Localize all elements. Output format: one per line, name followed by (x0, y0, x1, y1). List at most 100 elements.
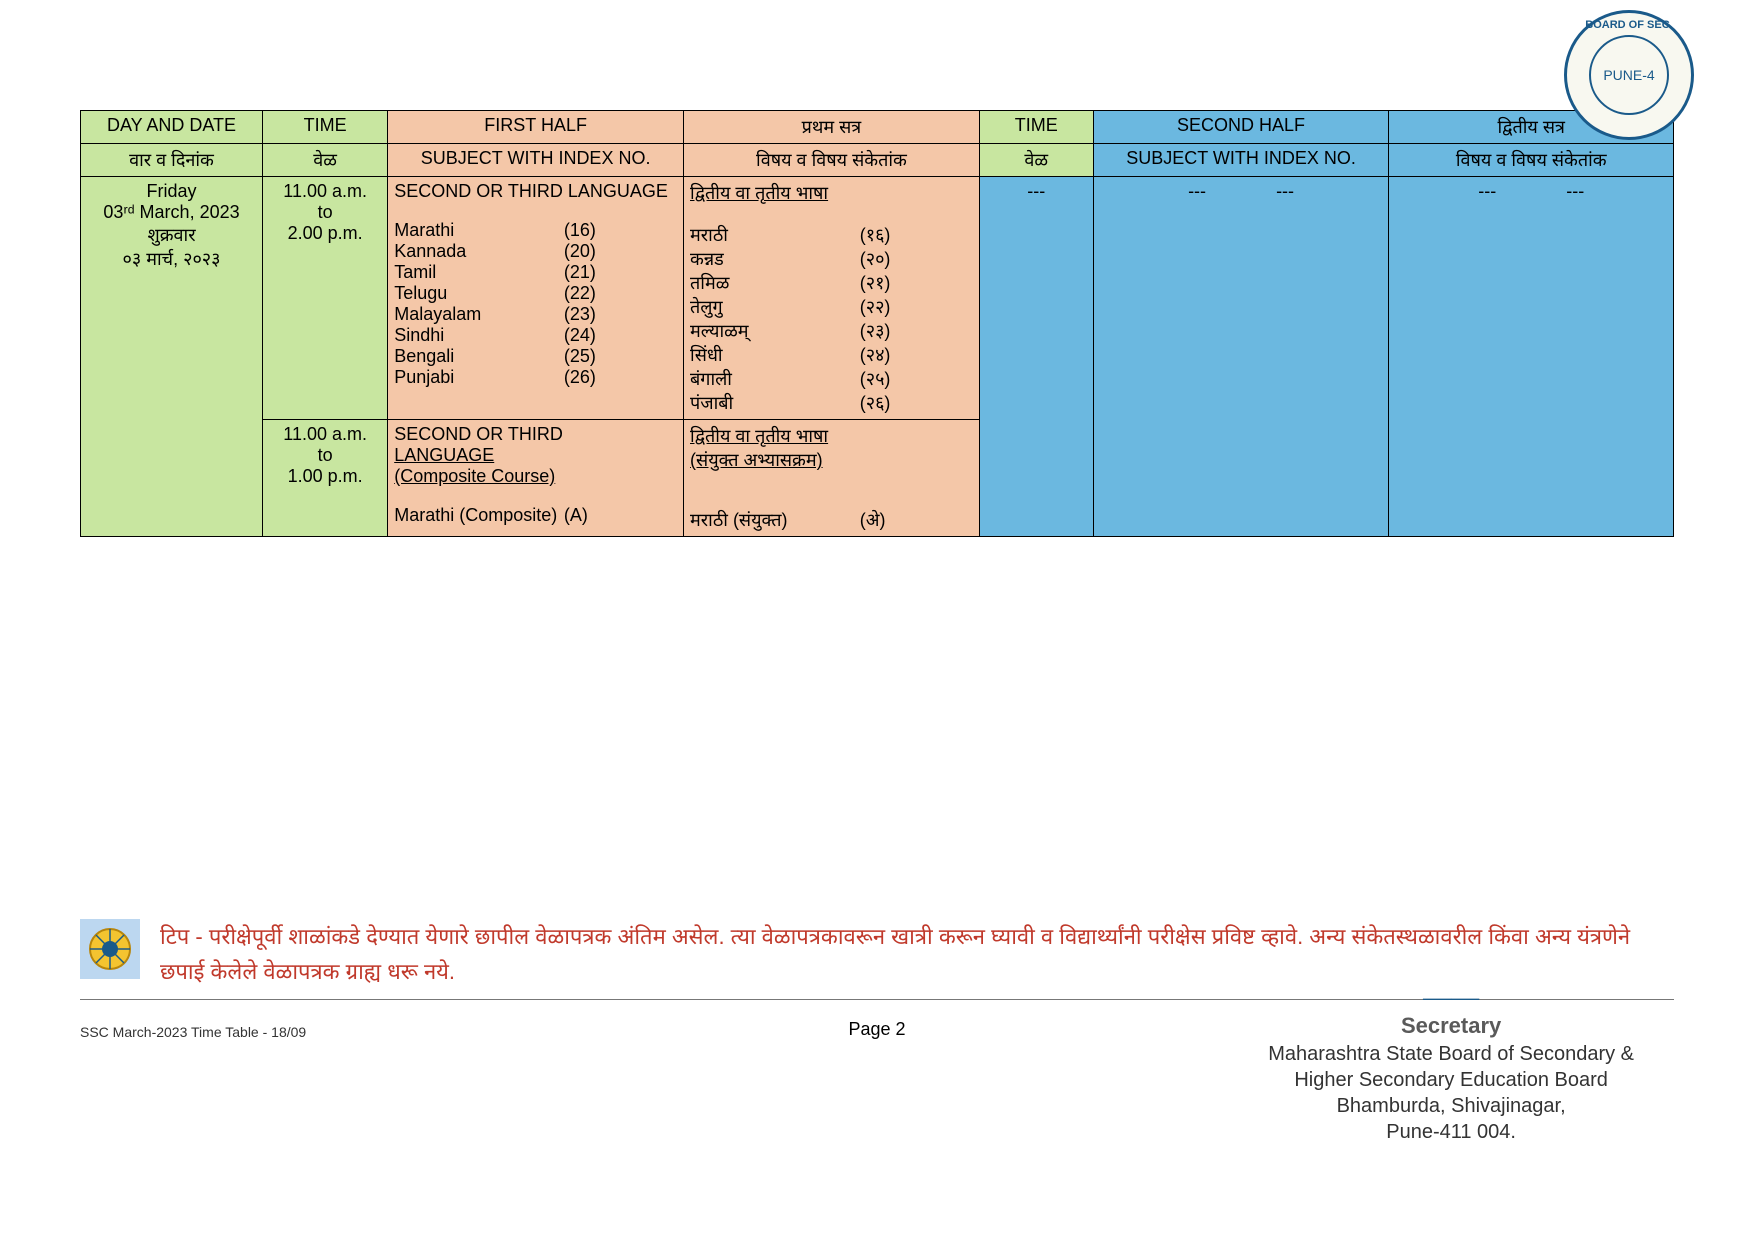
cell-second-half-mr: --- --- (1389, 177, 1674, 537)
subject-name: मराठी (690, 223, 860, 247)
footer-page-number: Page 2 (848, 1019, 905, 1040)
signature-line4: Pune-411 004. (1268, 1119, 1634, 1145)
cell-first-half-en-slot2: SECOND OR THIRD LANGUAGE (Composite Cour… (388, 420, 684, 537)
date-mr: ०३ मार्च, २०२३ (87, 247, 256, 271)
subject-row: Punjabi(26) (394, 367, 677, 388)
subject-index: (A) (564, 505, 677, 526)
exam-timetable: DAY AND DATE TIME FIRST HALF प्रथम सत्र … (80, 110, 1674, 537)
subject-row: मराठी(१६) (690, 223, 973, 247)
cell-first-half-mr-slot2: द्वितीय वा तृतीय भाषा (संयुक्त अभ्यासक्र… (684, 420, 980, 537)
subject-name: मराठी (संयुक्त) (690, 508, 860, 532)
subject-index: (20) (564, 241, 677, 262)
footer-left: SSC March-2023 Time Table - 18/09 (80, 1024, 306, 1040)
hdr-first-half-en: FIRST HALF (388, 111, 684, 144)
hdr-subject-idx-en-2: SUBJECT WITH INDEX NO. (1093, 144, 1389, 177)
subject-name: पंजाबी (690, 391, 860, 415)
subject-row: Tamil(21) (394, 262, 677, 283)
table-header-row-1: DAY AND DATE TIME FIRST HALF प्रथम सत्र … (81, 111, 1674, 144)
subject-name: Tamil (394, 262, 564, 283)
emblem-icon (80, 919, 140, 979)
subject-name: Sindhi (394, 325, 564, 346)
subject-row: बंगाली(२५) (690, 367, 973, 391)
sh-dash-2: --- (1276, 181, 1294, 201)
stamp-outer-text: BOARD OF SEC. (1585, 19, 1672, 31)
hdr-second-half-en: SECOND HALF (1093, 111, 1389, 144)
hdr-time-en-2: TIME (979, 111, 1093, 144)
cell-time-slot2: 11.00 a.m. to 1.00 p.m. (263, 420, 388, 537)
subject-name: सिंधी (690, 343, 860, 367)
slot2-title-mr-1: द्वितीय वा तृतीय भाषा (690, 424, 973, 448)
hdr-subject-idx-en-1: SUBJECT WITH INDEX NO. (388, 144, 684, 177)
subject-name: Malayalam (394, 304, 564, 325)
signature-block: —— Secretary Maharashtra State Board of … (1268, 980, 1634, 1145)
subject-name: Punjabi (394, 367, 564, 388)
subject-name: बंगाली (690, 367, 860, 391)
hdr-time-mr-2: वेळ (979, 144, 1093, 177)
subject-index: (16) (564, 220, 677, 241)
signature-line1: Maharashtra State Board of Secondary & (1268, 1041, 1634, 1067)
subject-row: पंजाबी(२६) (690, 391, 973, 415)
subject-name: कन्नड (690, 247, 860, 271)
slot2-title-mr-2: (संयुक्त अभ्यासक्रम) (690, 448, 973, 472)
subject-index: (23) (564, 304, 677, 325)
hdr-subject-idx-mr-2: विषय व विषय संकेतांक (1389, 144, 1674, 177)
signature-scribble: —— (1268, 980, 1634, 1016)
subject-index: (१६) (860, 223, 973, 247)
signature-line2: Higher Secondary Education Board (1268, 1067, 1634, 1093)
sh-dash-1: --- (1188, 181, 1206, 201)
subject-row: मल्याळम्(२३) (690, 319, 973, 343)
slot2-title-en-1: SECOND OR THIRD (394, 424, 677, 445)
board-stamp: BOARD OF SEC. PUNE-4 (1564, 10, 1694, 140)
subject-index: (22) (564, 283, 677, 304)
cell-first-half-mr-slot1: द्वितीय वा तृतीय भाषा मराठी(१६)कन्नड(२०)… (684, 177, 980, 420)
slot2-title-en-2: LANGUAGE (394, 445, 677, 466)
subject-name: Marathi (Composite) (394, 505, 564, 526)
date-en: 03ʳᵈ March, 2023 (87, 202, 256, 223)
subject-row: Sindhi(24) (394, 325, 677, 346)
subject-name: मल्याळम् (690, 319, 860, 343)
hdr-time-en-1: TIME (263, 111, 388, 144)
subject-index: (25) (564, 346, 677, 367)
note-text: टिप - परीक्षेपूर्वी शाळांकडे देण्यात येण… (160, 919, 1674, 989)
hdr-subject-idx-mr-1: विषय व विषय संकेतांक (684, 144, 980, 177)
table-body-row: Friday 03ʳᵈ March, 2023 शुक्रवार ०३ मार्… (81, 177, 1674, 420)
signature-title: Secretary (1268, 1012, 1634, 1041)
weekday-en: Friday (87, 181, 256, 202)
cell-time-slot1: 11.00 a.m. to 2.00 p.m. (263, 177, 388, 420)
subject-index: (24) (564, 325, 677, 346)
sh-dash-3: --- (1478, 181, 1496, 201)
subject-name: तेलुगु (690, 295, 860, 319)
subject-row: Marathi(16) (394, 220, 677, 241)
cell-second-half-en: --- --- (1093, 177, 1389, 537)
subject-index: (२४) (860, 343, 973, 367)
hdr-first-half-mr: प्रथम सत्र (684, 111, 980, 144)
sh-dash-4: --- (1566, 181, 1584, 201)
subject-name: Bengali (394, 346, 564, 367)
subject-row: Telugu(22) (394, 283, 677, 304)
subject-name: तमिळ (690, 271, 860, 295)
subject-row: मराठी (संयुक्त)(अे) (690, 508, 973, 532)
subject-row: सिंधी(२४) (690, 343, 973, 367)
subject-row: Bengali(25) (394, 346, 677, 367)
hdr-day-date-mr: वार व दिनांक (81, 144, 263, 177)
slot1-title-en-text: SECOND OR THIRD LANGUAGE (394, 181, 668, 201)
table-header-row-2: वार व दिनांक वेळ SUBJECT WITH INDEX NO. … (81, 144, 1674, 177)
subject-row: Kannada(20) (394, 241, 677, 262)
hdr-day-date-en: DAY AND DATE (81, 111, 263, 144)
cell-second-time: --- (979, 177, 1093, 537)
subject-row: Malayalam(23) (394, 304, 677, 325)
slot1-title-mr: द्वितीय वा तृतीय भाषा (690, 181, 973, 205)
subject-name: Kannada (394, 241, 564, 262)
subject-name: Telugu (394, 283, 564, 304)
slot1-title-en: SECOND OR THIRD LANGUAGE (394, 181, 677, 202)
cell-first-half-en-slot1: SECOND OR THIRD LANGUAGE Marathi(16)Kann… (388, 177, 684, 420)
subject-index: (२३) (860, 319, 973, 343)
subject-index: (२६) (860, 391, 973, 415)
subject-row: तमिळ(२१) (690, 271, 973, 295)
subject-index: (२५) (860, 367, 973, 391)
subject-name: Marathi (394, 220, 564, 241)
subject-row: कन्नड(२०) (690, 247, 973, 271)
hdr-time-mr-1: वेळ (263, 144, 388, 177)
subject-index: (२१) (860, 271, 973, 295)
cell-day-date: Friday 03ʳᵈ March, 2023 शुक्रवार ०३ मार्… (81, 177, 263, 537)
